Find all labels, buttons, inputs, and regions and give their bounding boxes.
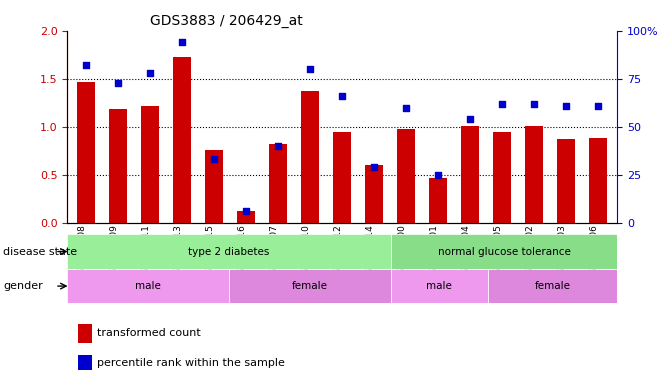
Bar [77, 82, 95, 223]
Text: type 2 diabetes: type 2 diabetes [189, 247, 270, 257]
Point [209, 156, 219, 162]
Bar [142, 106, 159, 223]
Point [433, 172, 444, 178]
Point [177, 39, 188, 45]
Text: normal glucose tolerance: normal glucose tolerance [437, 247, 570, 257]
FancyBboxPatch shape [488, 269, 617, 303]
Bar [333, 132, 351, 223]
Point [369, 164, 380, 170]
Bar [78, 324, 92, 343]
Bar [462, 126, 479, 223]
Point [592, 103, 603, 109]
Bar [78, 355, 92, 370]
FancyBboxPatch shape [67, 269, 229, 303]
Text: male: male [135, 281, 161, 291]
Text: percentile rank within the sample: percentile rank within the sample [97, 358, 285, 368]
Bar [270, 144, 287, 223]
Point [497, 101, 507, 107]
Text: transformed count: transformed count [97, 328, 201, 338]
Text: female: female [292, 281, 328, 291]
Bar [238, 211, 255, 223]
Point [529, 101, 539, 107]
Point [241, 208, 252, 214]
Text: GDS3883 / 206429_at: GDS3883 / 206429_at [150, 14, 303, 28]
Point [113, 79, 123, 86]
Point [305, 66, 315, 72]
Point [273, 143, 284, 149]
Bar [109, 109, 127, 223]
Point [81, 62, 92, 68]
FancyBboxPatch shape [229, 269, 391, 303]
Text: disease state: disease state [3, 247, 77, 257]
Bar [174, 56, 191, 223]
Bar [525, 126, 543, 223]
Bar [397, 129, 415, 223]
Bar [558, 139, 575, 223]
Bar [493, 132, 511, 223]
Bar [366, 165, 383, 223]
Point [401, 104, 411, 111]
Point [465, 116, 476, 122]
FancyBboxPatch shape [391, 234, 617, 269]
Text: gender: gender [3, 281, 43, 291]
Point [145, 70, 156, 76]
Point [337, 93, 348, 99]
Bar [429, 178, 447, 223]
FancyBboxPatch shape [67, 234, 391, 269]
Bar [589, 138, 607, 223]
Bar [301, 91, 319, 223]
Text: female: female [535, 281, 570, 291]
Bar [205, 150, 223, 223]
Point [561, 103, 572, 109]
Text: male: male [426, 281, 452, 291]
FancyBboxPatch shape [391, 269, 488, 303]
